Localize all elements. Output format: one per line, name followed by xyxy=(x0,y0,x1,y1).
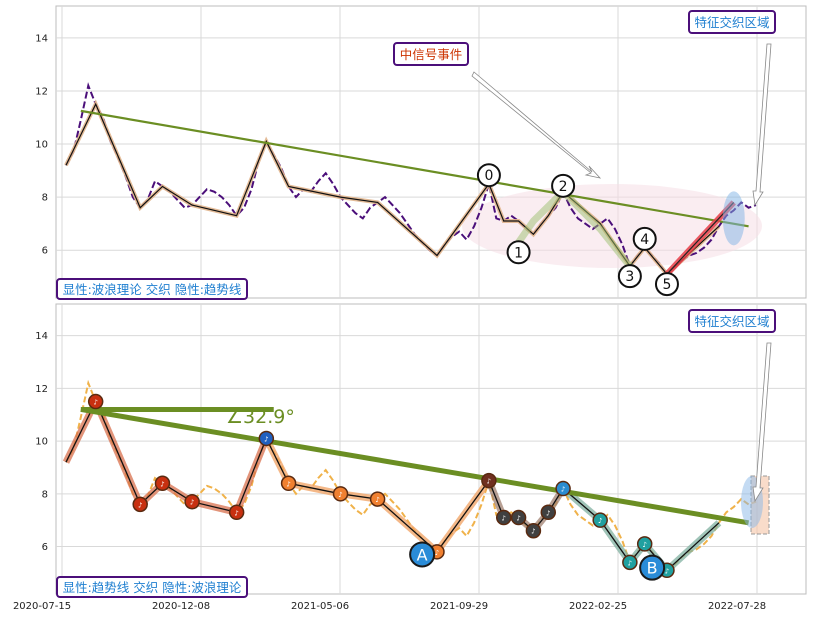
wave-marker-glyph-7: ♪ xyxy=(286,480,290,488)
wave-marker-glyph-1: ♪ xyxy=(93,399,97,407)
wave-point-label-0: 0 xyxy=(484,168,493,184)
feature-arrow-top xyxy=(752,43,772,207)
y-tick-label-0-0: 6 xyxy=(42,246,48,257)
wave-highlight-b xyxy=(515,189,566,245)
wave-marker-7 xyxy=(280,475,297,492)
point-A xyxy=(409,541,436,568)
wave-marker-glyph-12: ♪ xyxy=(502,515,506,523)
wave-marker-6 xyxy=(258,430,275,447)
series-price-top xyxy=(65,82,757,276)
signal-event-box xyxy=(393,42,469,66)
wave-marker-glyph-2: ♪ xyxy=(138,501,142,509)
wave-marker-glyph-19: ♪ xyxy=(642,541,646,549)
wave-point-label-1: 1 xyxy=(514,245,523,261)
wave-marker-glyph-11: ♪ xyxy=(487,478,491,486)
wave-marker-8 xyxy=(332,486,349,502)
rising-segment-line-top xyxy=(666,202,735,275)
x-tick-label-5: 2022-07-28 xyxy=(708,601,766,612)
y-tick-label-0-3: 12 xyxy=(35,86,48,97)
y-tick-label-0-1: 8 xyxy=(42,193,48,204)
wave-marker-15 xyxy=(540,504,557,521)
y-tick-label-1-2: 10 xyxy=(35,437,48,448)
y-tick-label-1-1: 8 xyxy=(42,489,48,500)
wave-marker-12 xyxy=(495,509,512,526)
wave-point-1 xyxy=(506,240,531,265)
intersection-marker-top xyxy=(722,191,745,246)
signal-arrow xyxy=(471,71,602,179)
wave-marker-11 xyxy=(481,472,497,489)
feature-zone-label-bottom: 特征交织区域 xyxy=(694,314,769,329)
wave-marker-glyph-14: ♪ xyxy=(531,528,535,536)
x-tick-label-0: 2020-07-15 xyxy=(13,601,71,612)
wave-point-5 xyxy=(654,272,679,297)
x-tick-label-3: 2021-09-29 xyxy=(430,601,488,612)
wave-marker-glyph-15: ♪ xyxy=(546,509,550,517)
wave-marker-glyph-20: ♪ xyxy=(665,567,669,575)
wave-marker-glyph-13: ♪ xyxy=(516,515,520,523)
wave-marker-5 xyxy=(228,504,245,521)
wave-highlight-a xyxy=(560,189,633,269)
signal-event-label: 中信号事件 xyxy=(400,47,463,62)
wave-marker-glyph-3: ♪ xyxy=(160,480,164,488)
wave-marker-glyph-4: ♪ xyxy=(190,499,194,507)
wave-marker-3 xyxy=(154,475,171,492)
wave-marker-9 xyxy=(369,491,386,507)
x-tick-label-1: 2020-12-08 xyxy=(152,601,210,612)
wave-point-label-5: 5 xyxy=(663,277,672,293)
wave-point-label-2: 2 xyxy=(559,179,568,195)
y-tick-label-1-4: 14 xyxy=(35,331,48,342)
wave-marker-glyph-8: ♪ xyxy=(338,491,342,499)
point-B xyxy=(639,554,666,581)
wave-marker-1 xyxy=(87,393,104,410)
wave-marker-glyph-9: ♪ xyxy=(375,496,379,504)
wave-line-bottom xyxy=(65,399,720,572)
x-tick-label-4: 2022-02-25 xyxy=(569,601,627,612)
wave-marker-glyph-17: ♪ xyxy=(598,517,602,525)
point-label-B: B xyxy=(647,559,658,578)
wave-point-label-3: 3 xyxy=(625,269,634,285)
wave-marker-16 xyxy=(555,480,571,497)
wave-marker-glyph-10: ♪ xyxy=(435,549,439,557)
y-tick-label-1-3: 12 xyxy=(35,384,48,395)
wave-point-0 xyxy=(476,163,501,188)
legend-text-bottom: 显性:趋势线 交织 隐性:波浪理论 xyxy=(63,580,242,595)
wave-marker-4 xyxy=(184,493,200,510)
feature-zone-box-top xyxy=(688,10,776,34)
y-tick-label-0-2: 10 xyxy=(35,140,48,151)
wave-marker-14 xyxy=(525,522,542,539)
trendline-top xyxy=(80,109,749,228)
wave-marker-18 xyxy=(622,554,638,571)
wave-point-label-4: 4 xyxy=(640,232,649,248)
signal-region xyxy=(462,184,762,268)
wave-marker-13 xyxy=(510,509,527,526)
wave-marker-glyph-5: ♪ xyxy=(234,509,238,517)
wave-marker-2 xyxy=(132,496,148,513)
legend-box-top xyxy=(56,278,248,300)
x-tick-label-2: 2021-05-06 xyxy=(291,601,349,612)
legend-text-top: 显性:波浪理论 交织 隐性:趋势线 xyxy=(63,282,242,297)
feature-arrow-bottom xyxy=(752,342,772,503)
point-label-A: A xyxy=(417,545,428,564)
wave-marker-glyph-18: ♪ xyxy=(628,559,632,567)
angle-label: ∠32.9° xyxy=(226,406,295,428)
wave-marker-17 xyxy=(592,512,608,528)
wave-point-2 xyxy=(551,173,576,198)
wave-point-4 xyxy=(632,226,657,251)
y-tick-label-1-0: 6 xyxy=(42,542,48,553)
y-tick-label-0-4: 14 xyxy=(35,33,48,44)
wave-marker-glyph-6: ♪ xyxy=(264,435,268,443)
feature-zone-box-bottom xyxy=(688,309,776,333)
trendline-bottom xyxy=(80,406,749,526)
wave-marker-19 xyxy=(636,536,653,552)
legend-box-bottom xyxy=(56,576,248,598)
wave-marker-glyph-16: ♪ xyxy=(561,486,565,494)
wave-point-3 xyxy=(617,264,642,289)
feature-zone-label-top: 特征交织区域 xyxy=(694,15,769,30)
